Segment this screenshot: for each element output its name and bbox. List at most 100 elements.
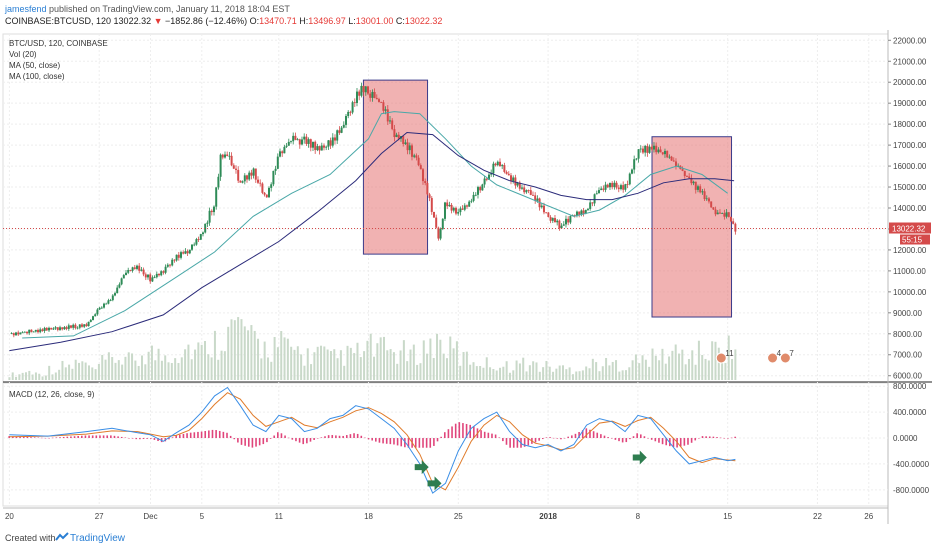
price-tick-label: 11000.00 <box>893 267 926 276</box>
volume-bar <box>717 347 720 380</box>
histogram-bar <box>687 438 689 445</box>
candle-body <box>298 139 301 145</box>
publish-line: jamesfend published on TradingView.com, … <box>5 4 290 15</box>
candle-body <box>276 156 279 169</box>
volume-bar <box>51 374 54 380</box>
volume-bar <box>601 366 604 380</box>
volume-bar <box>561 365 564 380</box>
candle-body <box>213 206 216 213</box>
price-tick-label: 8000.00 <box>893 330 922 339</box>
volume-bar <box>124 356 127 380</box>
green-arrow-icon[interactable] <box>427 476 442 491</box>
histogram-bar <box>59 437 61 439</box>
candle-body <box>116 287 119 294</box>
candle-body <box>281 151 284 154</box>
chart-canvas[interactable]: 6000.00 7000.00 8000.00 9000.00 10000.00 1100… <box>0 30 932 526</box>
histogram-bar <box>502 438 504 442</box>
x-tick-label: 11 <box>275 512 284 521</box>
candle-body <box>545 212 548 214</box>
histogram-bar <box>77 435 79 439</box>
macd-pane[interactable] <box>2 382 889 507</box>
candle-body <box>448 204 451 207</box>
green-arrow-icon[interactable] <box>414 460 429 475</box>
candle-body <box>450 204 453 211</box>
histogram-bar <box>22 436 25 439</box>
candle-body <box>182 252 185 254</box>
candle-body <box>472 194 475 201</box>
candle-body <box>569 215 572 223</box>
candle-body <box>221 154 224 158</box>
histogram-bar <box>255 438 257 447</box>
event-badge-icon[interactable] <box>715 352 727 364</box>
legend-entry[interactable]: MA (100, close) <box>9 72 65 81</box>
volume-bar <box>150 345 153 380</box>
volume-bar <box>94 369 97 380</box>
candle-body <box>76 327 79 329</box>
volume-bar <box>31 374 34 380</box>
candle-body <box>188 249 191 254</box>
candle-body <box>197 239 200 240</box>
histogram-bar <box>153 438 156 440</box>
histogram-bar <box>309 438 312 442</box>
tradingview-brand[interactable]: TradingView <box>70 533 126 544</box>
histogram-bar <box>88 435 90 439</box>
histogram-bar <box>30 437 32 439</box>
legend-entry[interactable]: MA (50, close) <box>9 61 60 70</box>
volume-bar <box>661 348 664 380</box>
highlight-box[interactable] <box>651 136 733 318</box>
candle-body <box>131 267 134 271</box>
highlight-box[interactable] <box>362 79 429 255</box>
histogram-bar <box>197 431 199 439</box>
candle-body <box>415 155 418 158</box>
candle-body <box>487 174 490 180</box>
candle-body <box>333 137 336 141</box>
volume-bar <box>104 359 107 380</box>
histogram-bar <box>345 435 348 439</box>
legend-entry[interactable]: BTC/USD, 120, COINBASE <box>9 39 108 48</box>
candle-body <box>635 158 638 160</box>
candle-body <box>575 211 578 216</box>
candle-body <box>184 251 187 254</box>
high-label: H: <box>299 16 309 26</box>
macd-title[interactable]: MACD (12, 26, close, 9) <box>9 390 95 399</box>
candle-body <box>344 116 347 125</box>
event-badge-icon[interactable] <box>767 352 779 364</box>
volume-bar <box>167 362 170 380</box>
volume-bar <box>436 333 439 380</box>
candle-body <box>171 259 174 266</box>
volume-bar <box>48 365 51 380</box>
candle-body <box>520 187 523 189</box>
histogram-bar <box>723 438 726 439</box>
candle-body <box>512 177 515 182</box>
histogram-bar <box>91 435 94 439</box>
candle-body <box>595 193 598 195</box>
candle-body <box>380 101 383 103</box>
event-badge-icon[interactable] <box>779 352 791 364</box>
legend-entry[interactable]: Vol (20) <box>9 50 37 59</box>
candle-body <box>311 141 314 148</box>
green-arrow-icon[interactable] <box>632 450 647 465</box>
volume-bar <box>356 342 359 380</box>
x-tick-label: 27 <box>95 512 104 521</box>
open-value: 13470.71 <box>259 16 297 26</box>
histogram-bar <box>538 438 540 441</box>
price-tick-label: 16000.00 <box>893 162 927 171</box>
macd-tick-label: 800.0000 <box>893 382 927 391</box>
histogram-bar <box>356 433 359 439</box>
histogram-bar <box>491 433 493 439</box>
histogram-bar <box>41 437 43 439</box>
histogram-bar <box>73 436 76 439</box>
candle-body <box>118 284 121 288</box>
high-value: 13496.97 <box>308 16 346 26</box>
volume-bar <box>591 358 594 380</box>
volume-bar <box>28 370 31 380</box>
volume-bar <box>482 367 485 380</box>
volume-bar <box>369 333 372 380</box>
volume-bar <box>711 341 714 380</box>
candle-body <box>397 134 400 139</box>
histogram-bar <box>320 437 323 439</box>
histogram-bar <box>269 438 272 439</box>
author-link[interactable]: jamesfend <box>5 4 47 14</box>
candle-body <box>384 109 387 111</box>
candle-body <box>94 314 97 317</box>
